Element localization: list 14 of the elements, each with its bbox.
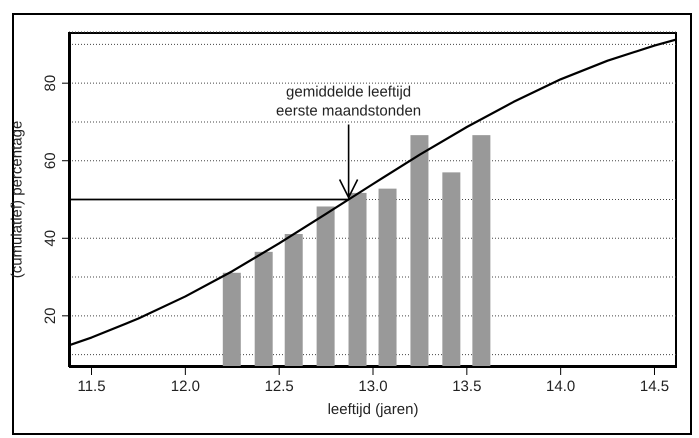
x-tick-label: 14.0 <box>546 378 576 395</box>
y-tick-label: 60 <box>42 152 59 170</box>
x-tick-label: 11.5 <box>77 378 106 395</box>
x-tick-label: 14.5 <box>640 378 670 395</box>
y-tick-label: 20 <box>42 307 59 324</box>
annotation: gemiddelde leeftijd eerste maandstonden <box>276 84 422 120</box>
x-tick-label: 13.0 <box>358 378 388 395</box>
y-tick-label: 80 <box>42 74 59 92</box>
x-tick-label: 12.0 <box>170 378 200 395</box>
x-axis-title: leeftijd (jaren) <box>328 401 418 418</box>
x-tick-label: 12.5 <box>264 378 294 395</box>
y-axis-title: (cumulatief) percentage <box>8 120 26 278</box>
x-tick-label: 13.5 <box>452 378 482 395</box>
y-tick-label: 40 <box>42 230 59 247</box>
